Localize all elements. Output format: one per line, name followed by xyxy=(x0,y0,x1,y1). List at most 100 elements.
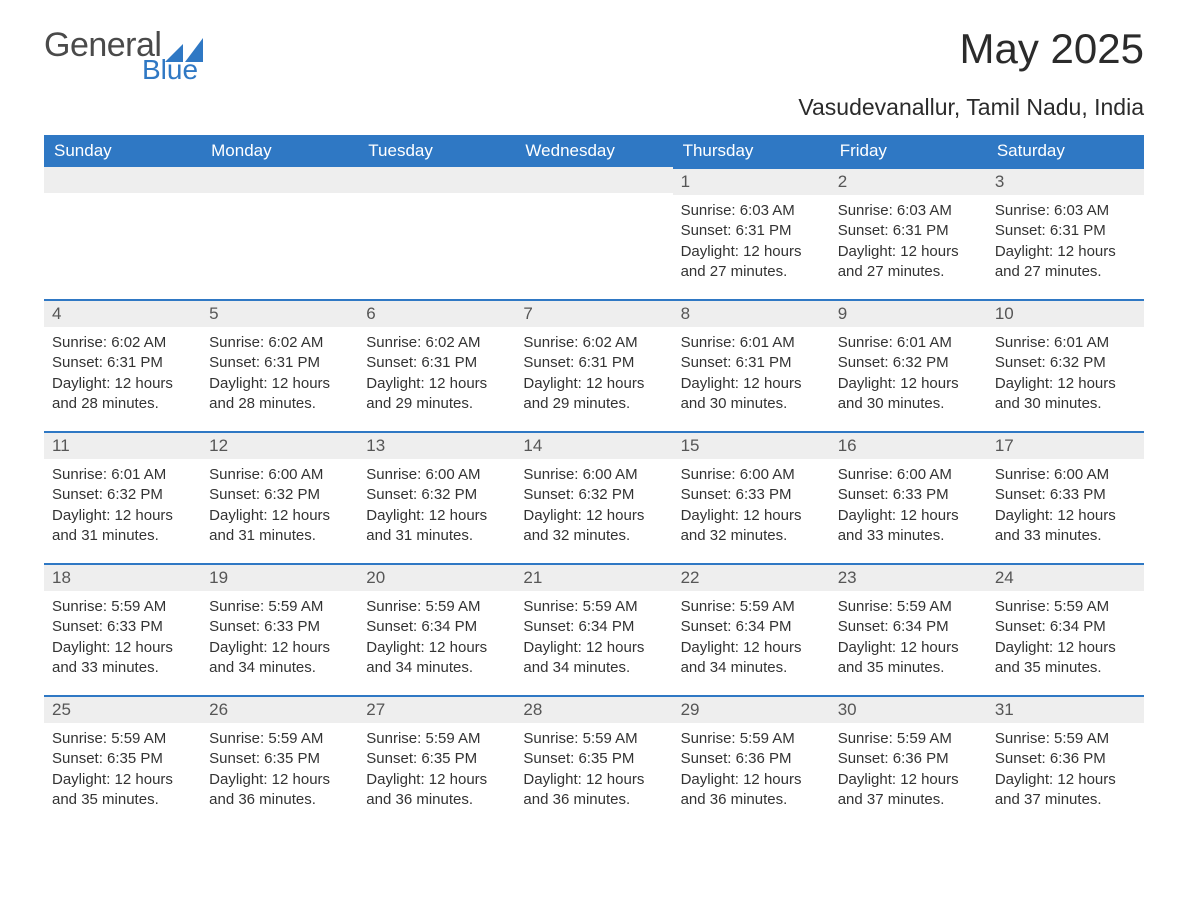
calendar-week-row: 4Sunrise: 6:02 AMSunset: 6:31 PMDaylight… xyxy=(44,299,1144,431)
daylight-line: Daylight: 12 hours and 29 minutes. xyxy=(366,374,507,415)
sunrise-line: Sunrise: 5:59 AM xyxy=(838,729,979,749)
sunset-line: Sunset: 6:31 PM xyxy=(209,353,350,373)
calendar-week-row: 1 Sunrise: 6:03 AMSunset: 6:31 PMDaylight… xyxy=(44,167,1144,299)
daylight-line: Daylight: 12 hours and 31 minutes. xyxy=(366,506,507,547)
daylight-line: Daylight: 12 hours and 33 minutes. xyxy=(838,506,979,547)
day-number: 6 xyxy=(358,299,515,327)
daylight-line: Daylight: 12 hours and 36 minutes. xyxy=(209,770,350,811)
calendar-cell xyxy=(358,167,515,299)
sunset-line: Sunset: 6:32 PM xyxy=(209,485,350,505)
day-details: Sunrise: 5:59 AMSunset: 6:34 PMDaylight:… xyxy=(515,591,672,682)
sunset-line: Sunset: 6:35 PM xyxy=(209,749,350,769)
daylight-line: Daylight: 12 hours and 34 minutes. xyxy=(523,638,664,679)
day-details: Sunrise: 5:59 AMSunset: 6:34 PMDaylight:… xyxy=(358,591,515,682)
day-number: 19 xyxy=(201,563,358,591)
sunrise-line: Sunrise: 5:59 AM xyxy=(995,597,1136,617)
sunrise-line: Sunrise: 5:59 AM xyxy=(995,729,1136,749)
day-details: Sunrise: 5:59 AMSunset: 6:34 PMDaylight:… xyxy=(987,591,1144,682)
sunrise-line: Sunrise: 6:00 AM xyxy=(838,465,979,485)
day-number: 13 xyxy=(358,431,515,459)
day-of-week-header: Tuesday xyxy=(358,135,515,167)
day-number: 25 xyxy=(44,695,201,723)
sunrise-line: Sunrise: 5:59 AM xyxy=(209,729,350,749)
calendar-cell: 20Sunrise: 5:59 AMSunset: 6:34 PMDayligh… xyxy=(358,563,515,695)
daylight-line: Daylight: 12 hours and 30 minutes. xyxy=(681,374,822,415)
sunrise-line: Sunrise: 6:00 AM xyxy=(209,465,350,485)
calendar-cell: 1Sunrise: 6:03 AMSunset: 6:31 PMDaylight… xyxy=(673,167,830,299)
daylight-line: Daylight: 12 hours and 28 minutes. xyxy=(209,374,350,415)
empty-day-bar xyxy=(515,167,672,193)
day-number: 23 xyxy=(830,563,987,591)
sunrise-line: Sunrise: 5:59 AM xyxy=(681,597,822,617)
sunset-line: Sunset: 6:34 PM xyxy=(995,617,1136,637)
day-number: 31 xyxy=(987,695,1144,723)
daylight-line: Daylight: 12 hours and 27 minutes. xyxy=(995,242,1136,283)
calendar-cell: 24Sunrise: 5:59 AMSunset: 6:34 PMDayligh… xyxy=(987,563,1144,695)
daylight-line: Daylight: 12 hours and 36 minutes. xyxy=(681,770,822,811)
daylight-line: Daylight: 12 hours and 34 minutes. xyxy=(681,638,822,679)
sunset-line: Sunset: 6:35 PM xyxy=(52,749,193,769)
calendar-cell: 8Sunrise: 6:01 AMSunset: 6:31 PMDaylight… xyxy=(673,299,830,431)
sunset-line: Sunset: 6:31 PM xyxy=(523,353,664,373)
sunset-line: Sunset: 6:32 PM xyxy=(366,485,507,505)
day-number: 15 xyxy=(673,431,830,459)
sunrise-line: Sunrise: 6:02 AM xyxy=(209,333,350,353)
daylight-line: Daylight: 12 hours and 35 minutes. xyxy=(995,638,1136,679)
day-details: Sunrise: 6:00 AMSunset: 6:32 PMDaylight:… xyxy=(515,459,672,550)
sunset-line: Sunset: 6:34 PM xyxy=(523,617,664,637)
location-subtitle: Vasudevanallur, Tamil Nadu, India xyxy=(44,94,1144,121)
daylight-line: Daylight: 12 hours and 35 minutes. xyxy=(838,638,979,679)
daylight-line: Daylight: 12 hours and 30 minutes. xyxy=(838,374,979,415)
daylight-line: Daylight: 12 hours and 27 minutes. xyxy=(838,242,979,283)
day-of-week-header: Saturday xyxy=(987,135,1144,167)
day-number: 18 xyxy=(44,563,201,591)
day-number: 2 xyxy=(830,167,987,195)
brand-text-blue: Blue xyxy=(142,56,203,84)
sunset-line: Sunset: 6:31 PM xyxy=(681,221,822,241)
empty-day-bar xyxy=(44,167,201,193)
sunrise-line: Sunrise: 5:59 AM xyxy=(838,597,979,617)
calendar-week-row: 18Sunrise: 5:59 AMSunset: 6:33 PMDayligh… xyxy=(44,563,1144,695)
daylight-line: Daylight: 12 hours and 30 minutes. xyxy=(995,374,1136,415)
day-number: 11 xyxy=(44,431,201,459)
sunrise-line: Sunrise: 6:00 AM xyxy=(523,465,664,485)
sunrise-line: Sunrise: 6:00 AM xyxy=(366,465,507,485)
day-number: 12 xyxy=(201,431,358,459)
day-details: Sunrise: 5:59 AMSunset: 6:34 PMDaylight:… xyxy=(673,591,830,682)
day-details: Sunrise: 6:00 AMSunset: 6:33 PMDaylight:… xyxy=(830,459,987,550)
day-number: 24 xyxy=(987,563,1144,591)
sunrise-line: Sunrise: 6:01 AM xyxy=(681,333,822,353)
sunset-line: Sunset: 6:33 PM xyxy=(995,485,1136,505)
sunset-line: Sunset: 6:32 PM xyxy=(523,485,664,505)
empty-day-bar xyxy=(201,167,358,193)
sunrise-line: Sunrise: 6:02 AM xyxy=(52,333,193,353)
day-number: 27 xyxy=(358,695,515,723)
day-details: Sunrise: 5:59 AMSunset: 6:35 PMDaylight:… xyxy=(44,723,201,814)
day-details: Sunrise: 5:59 AMSunset: 6:33 PMDaylight:… xyxy=(201,591,358,682)
day-details: Sunrise: 6:03 AMSunset: 6:31 PMDaylight:… xyxy=(987,195,1144,286)
day-number: 10 xyxy=(987,299,1144,327)
sunset-line: Sunset: 6:35 PM xyxy=(523,749,664,769)
day-number: 28 xyxy=(515,695,672,723)
calendar-cell: 29Sunrise: 5:59 AMSunset: 6:36 PMDayligh… xyxy=(673,695,830,827)
sunrise-line: Sunrise: 6:01 AM xyxy=(995,333,1136,353)
calendar-cell: 9Sunrise: 6:01 AMSunset: 6:32 PMDaylight… xyxy=(830,299,987,431)
day-of-week-header: Wednesday xyxy=(515,135,672,167)
day-number: 1 xyxy=(673,167,830,195)
calendar-cell: 25Sunrise: 5:59 AMSunset: 6:35 PMDayligh… xyxy=(44,695,201,827)
day-of-week-header: Monday xyxy=(201,135,358,167)
daylight-line: Daylight: 12 hours and 34 minutes. xyxy=(209,638,350,679)
sunset-line: Sunset: 6:34 PM xyxy=(681,617,822,637)
day-number: 17 xyxy=(987,431,1144,459)
day-details: Sunrise: 5:59 AMSunset: 6:33 PMDaylight:… xyxy=(44,591,201,682)
calendar-cell: 4Sunrise: 6:02 AMSunset: 6:31 PMDaylight… xyxy=(44,299,201,431)
calendar-cell: 16Sunrise: 6:00 AMSunset: 6:33 PMDayligh… xyxy=(830,431,987,563)
calendar-cell: 2Sunrise: 6:03 AMSunset: 6:31 PMDaylight… xyxy=(830,167,987,299)
daylight-line: Daylight: 12 hours and 37 minutes. xyxy=(995,770,1136,811)
daylight-line: Daylight: 12 hours and 27 minutes. xyxy=(681,242,822,283)
calendar-cell: 28Sunrise: 5:59 AMSunset: 6:35 PMDayligh… xyxy=(515,695,672,827)
sunrise-line: Sunrise: 5:59 AM xyxy=(681,729,822,749)
day-details: Sunrise: 5:59 AMSunset: 6:35 PMDaylight:… xyxy=(515,723,672,814)
sunset-line: Sunset: 6:31 PM xyxy=(52,353,193,373)
daylight-line: Daylight: 12 hours and 32 minutes. xyxy=(681,506,822,547)
